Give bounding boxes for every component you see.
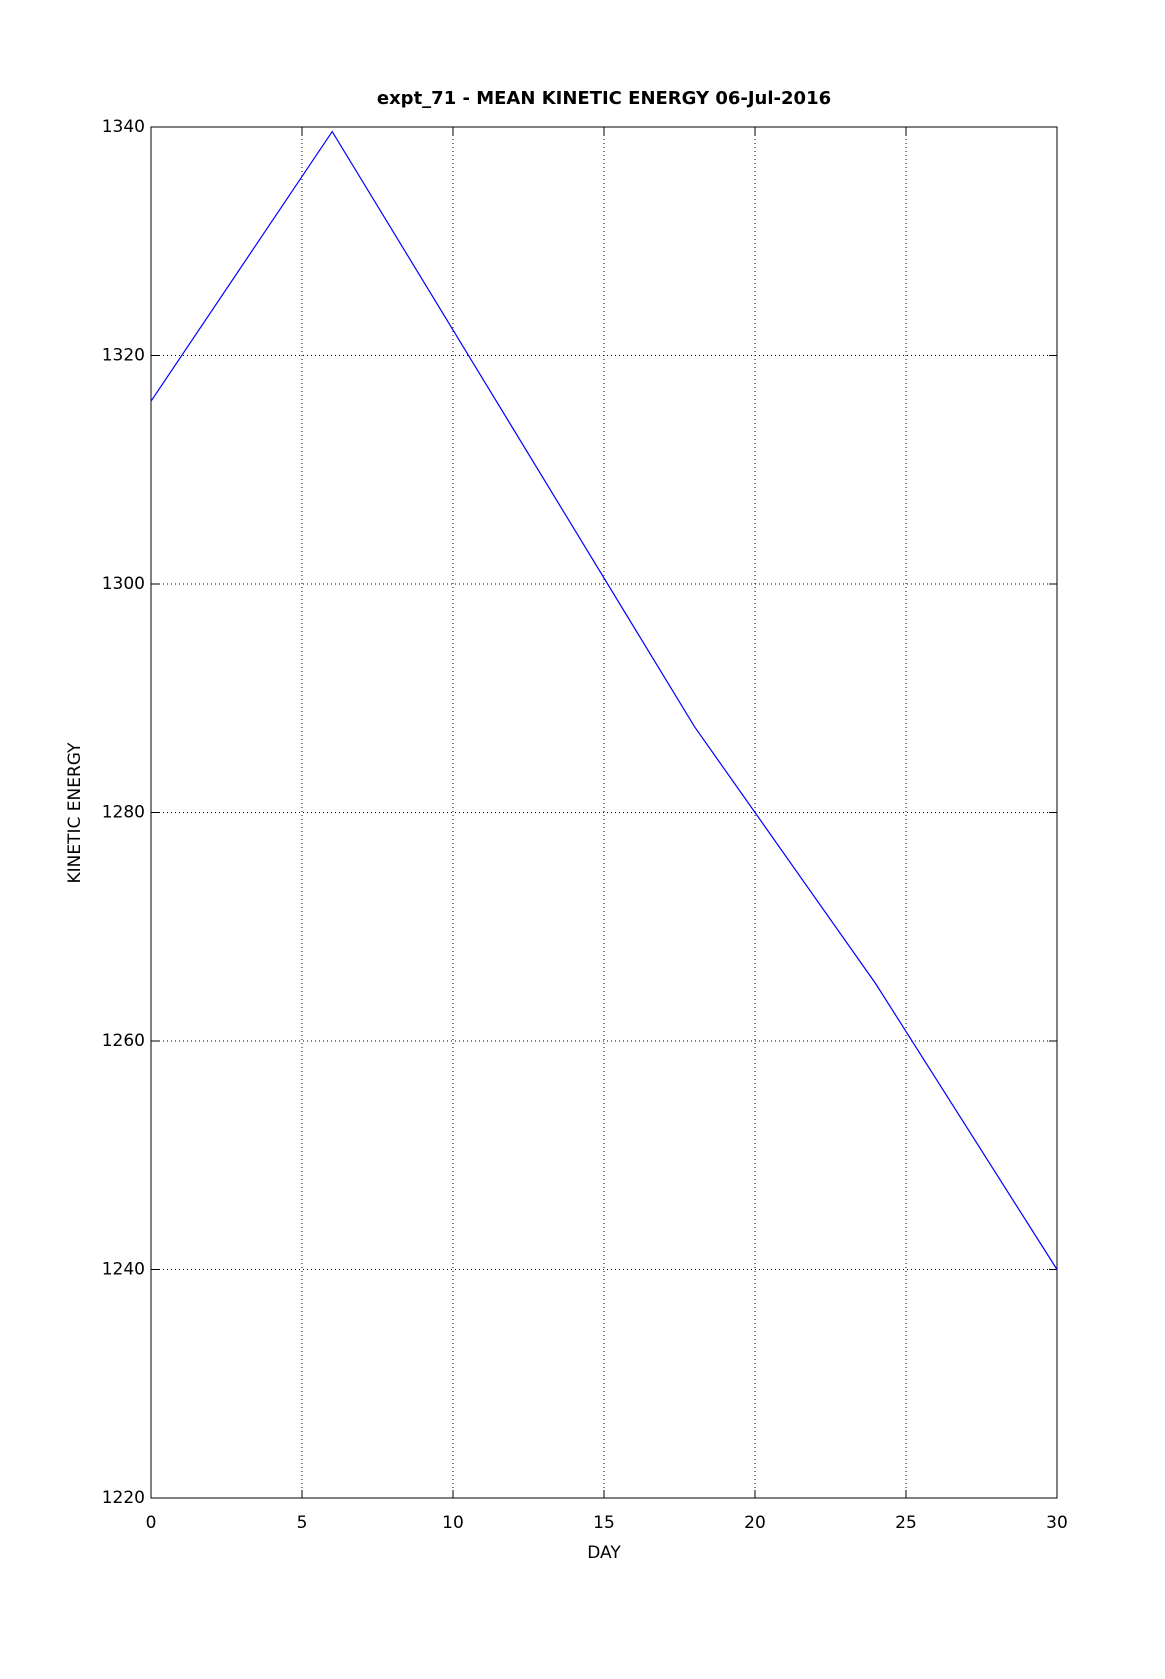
y-tick-label: 1300	[102, 574, 145, 594]
x-tick-label: 0	[146, 1513, 157, 1533]
y-tick-label: 1260	[102, 1031, 145, 1051]
y-tick-label: 1320	[102, 346, 145, 366]
data-line	[150, 130, 1058, 1270]
chart-title: expt_71 - MEAN KINETIC ENERGY 06-Jul-201…	[377, 88, 831, 109]
x-axis-label: DAY	[587, 1543, 621, 1563]
x-tick-label: 30	[1046, 1513, 1068, 1533]
y-tick-label: 1220	[102, 1488, 145, 1508]
x-tick-label: 25	[895, 1513, 917, 1533]
x-tick-label: 15	[593, 1513, 615, 1533]
plot-frame	[150, 126, 1058, 1499]
x-tick-label: 10	[442, 1513, 464, 1533]
y-axis-label: KINETIC ENERGY	[65, 742, 85, 884]
y-tick-label: 1240	[102, 1260, 145, 1280]
y-tick-label: 1340	[102, 117, 145, 137]
x-tick-label: 5	[297, 1513, 308, 1533]
x-tick-label: 20	[744, 1513, 766, 1533]
y-tick-label: 1280	[102, 803, 145, 823]
